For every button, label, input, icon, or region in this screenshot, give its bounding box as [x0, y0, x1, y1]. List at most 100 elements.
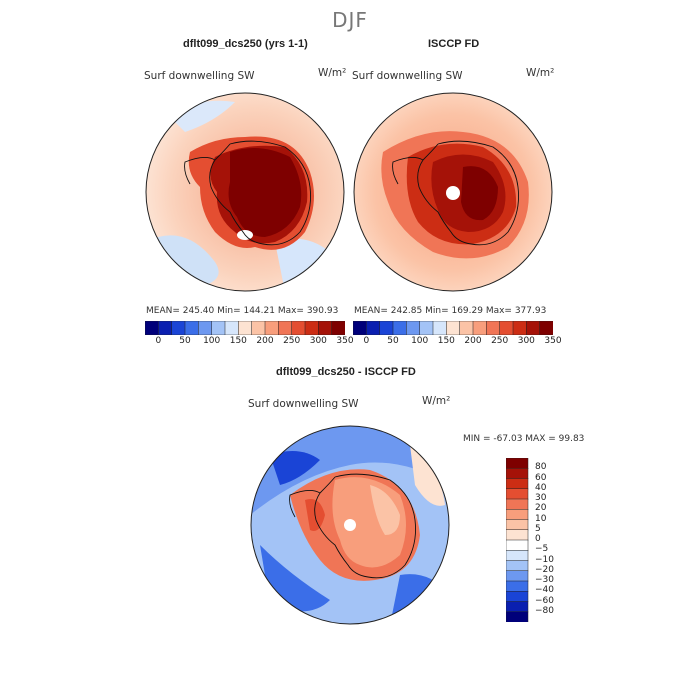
obs-colorbar-swatch: [419, 321, 434, 335]
obs-colorbar-swatch: [539, 321, 553, 335]
model-polar-map: [145, 92, 345, 292]
diff-north-negative: [251, 426, 449, 515]
model-units-label: W/m²: [318, 67, 347, 79]
model-colorbar-swatch: [331, 321, 345, 335]
obs-colorbar-tick-label: 0: [363, 336, 370, 346]
model-colorbar-swatch: [224, 321, 239, 335]
model-colorbar-tick-label: 250: [283, 336, 301, 346]
diff-variable-label: Surf downwelling SW: [248, 398, 359, 410]
model-colorbar-swatch: [171, 321, 186, 335]
diff-colorbar-swatch: [506, 611, 529, 622]
obs-colorbar-swatch: [499, 321, 514, 335]
obs-colorbar-swatch: [512, 321, 527, 335]
diff-colorbar: [506, 458, 529, 622]
obs-colorbar-tick-label: 200: [464, 336, 482, 346]
diff-polar-map: [250, 425, 450, 625]
diff-colorbar-swatch: [506, 498, 529, 510]
diff-map-border: [250, 425, 450, 625]
diff-colorbar-tick-label: −20: [535, 564, 554, 575]
diff-colorbar-swatch: [506, 529, 529, 541]
model-colorbar-swatch: [291, 321, 306, 335]
diff-colorbar-tick-label: 20: [535, 503, 547, 514]
obs-colorbar-tick-label: 150: [437, 336, 455, 346]
obs-stats: MEAN= 242.85 Min= 169.29 Max= 377.93: [354, 306, 547, 316]
diff-colorbar-swatch: [506, 509, 529, 521]
diff-units-label: W/m²: [422, 395, 451, 407]
model-colorbar-swatch: [145, 321, 159, 335]
diff-colorbar-swatch: [506, 468, 529, 480]
obs-colorbar-swatch: [432, 321, 447, 335]
obs-colorbar-swatch: [379, 321, 394, 335]
model-map-border: [145, 92, 345, 292]
obs-colorbar-swatch: [526, 321, 541, 335]
model-colorbar-swatch: [264, 321, 279, 335]
diff-colorbar-swatch: [506, 539, 529, 551]
model-colorbar-swatch: [198, 321, 213, 335]
diff-colorbar-swatch: [506, 601, 529, 613]
model-panel-title: dflt099_dcs250 (yrs 1-1): [183, 38, 308, 50]
model-antarctica-max: [228, 148, 302, 237]
obs-colorbar-tick-label: 350: [544, 336, 562, 346]
obs-coastline: [392, 140, 519, 246]
diff-stats: MIN = -67.03 MAX = 99.83: [463, 434, 585, 444]
diff-colorbar-tick-label: 80: [535, 462, 547, 473]
model-variable-label: Surf downwelling SW: [144, 70, 255, 82]
obs-variable-label: Surf downwelling SW: [352, 70, 463, 82]
model-colorbar-tick-label: 50: [179, 336, 191, 346]
obs-colorbar: [353, 321, 553, 335]
obs-colorbar-swatch: [392, 321, 407, 335]
diff-colorbar-tick-label: 5: [535, 523, 541, 534]
obs-colorbar-swatch: [446, 321, 461, 335]
diff-colorbar-tick-label: −30: [535, 575, 554, 585]
diff-colorbar-swatch: [506, 570, 529, 582]
obs-map-border: [353, 92, 553, 292]
model-colorbar-swatch: [278, 321, 293, 335]
diff-strong-negative-1: [270, 451, 320, 485]
model-colorbar: [145, 321, 345, 335]
model-colorbar-tick-label: 0: [155, 336, 162, 346]
diff-pole-hole: [344, 519, 356, 531]
model-colorbar-tick-label: 350: [336, 336, 354, 346]
model-colorbar-tick-label: 150: [229, 336, 247, 346]
obs-colorbar-tick-label: 250: [491, 336, 509, 346]
figure-title: DJF: [332, 8, 368, 32]
model-colorbar-tick-label: 300: [309, 336, 327, 346]
model-colorbar-tick-label: 200: [256, 336, 274, 346]
diff-panel-title: dflt099_dcs250 - ISCCP FD: [276, 366, 416, 378]
model-colorbar-swatch: [251, 321, 266, 335]
obs-colorbar-tick-label: 300: [517, 336, 535, 346]
obs-antarctica-max: [461, 166, 498, 221]
model-colorbar-swatch: [158, 321, 173, 335]
diff-colorbar-tick-label: −60: [535, 595, 554, 606]
model-colorbar-tick-label: 100: [203, 336, 221, 346]
model-coastline: [184, 140, 311, 246]
diff-colorbar-tick-label: 0: [535, 534, 541, 544]
diff-colorbar-tick-label: −80: [535, 605, 554, 616]
obs-colorbar-swatch: [472, 321, 487, 335]
diff-colorbar-tick-label: 30: [535, 493, 547, 503]
diff-weak-positive-interior: [370, 485, 400, 535]
diff-strong-negative-3: [390, 574, 449, 624]
diff-weak-positive-east: [410, 445, 445, 506]
diff-colorbar-tick-label: 10: [535, 513, 547, 524]
diff-colorbar-tick-label: −40: [535, 585, 554, 596]
obs-colorbar-tick-label: 50: [387, 336, 399, 346]
model-colorbar-swatch: [238, 321, 253, 335]
diff-colorbar-tick-label: −10: [535, 554, 554, 565]
obs-units-label: W/m²: [526, 67, 555, 79]
diff-colorbar-ticks: 80 60 40 30 20 10 5 0 −5 −10 −20 −30 −40 −60 −80: [535, 458, 575, 622]
diff-colorbar-swatch: [506, 488, 529, 500]
model-colorbar-swatch: [318, 321, 333, 335]
diff-coastline: [289, 473, 416, 579]
model-colorbar-swatch: [304, 321, 319, 335]
model-colorbar-swatch: [211, 321, 226, 335]
diff-colorbar-swatch: [506, 458, 529, 469]
obs-colorbar-swatch: [366, 321, 381, 335]
diff-colorbar-tick-label: 40: [535, 482, 547, 493]
diff-colorbar-swatch: [506, 519, 529, 531]
diff-colorbar-tick-label: −5: [535, 544, 549, 555]
obs-colorbar-ticks: 0 50 100 150 200 250 300 350: [353, 336, 561, 350]
diff-colorbar-swatch: [506, 560, 529, 572]
diff-colorbar-swatch: [506, 478, 529, 490]
model-colorbar-ticks: 0 50 100 150 200 250 300 350: [145, 336, 353, 350]
